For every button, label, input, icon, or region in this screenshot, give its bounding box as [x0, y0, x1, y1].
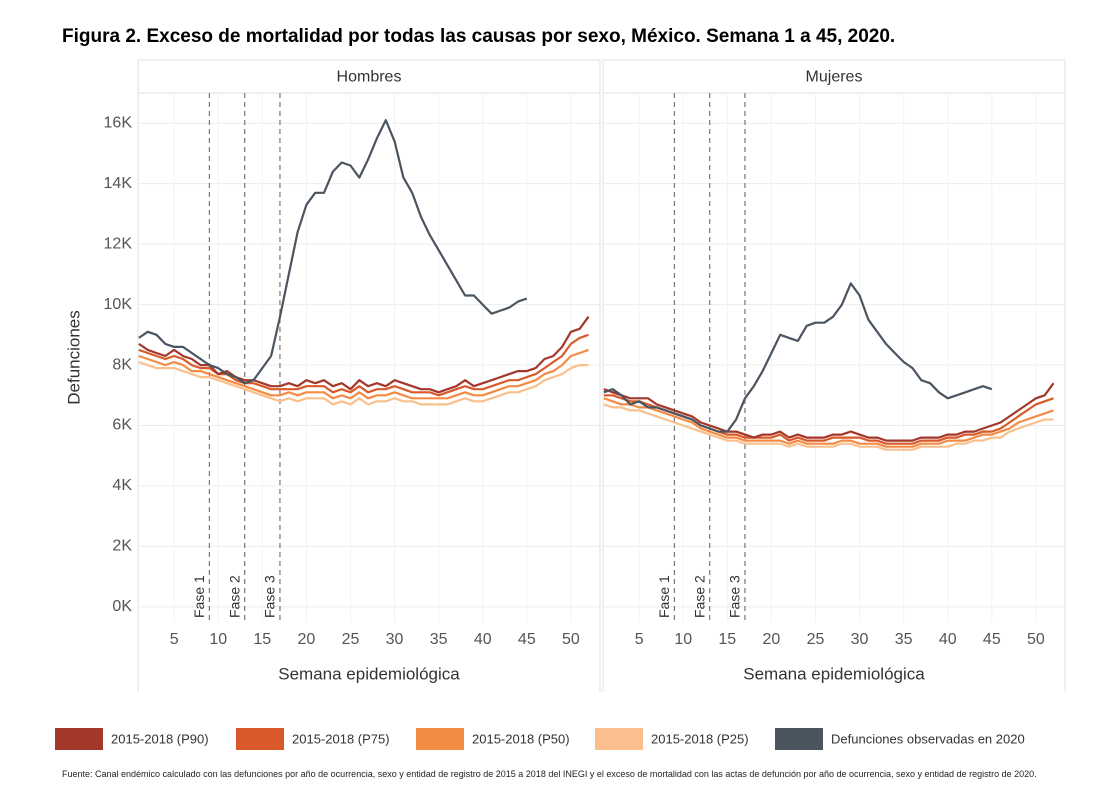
x-tick-label: 45: [518, 631, 536, 648]
x-tick-label: 25: [807, 631, 825, 648]
phase-label: Fase 1: [656, 575, 672, 618]
series-line: [603, 403, 1054, 451]
x-tick-label: 50: [1027, 631, 1045, 648]
x-tick-label: 5: [635, 631, 644, 648]
legend-swatch: [236, 728, 284, 750]
x-tick-label: 40: [939, 631, 957, 648]
legend-label: 2015-2018 (P25): [651, 731, 749, 746]
legend-swatch: [595, 728, 643, 750]
legend-label: Defunciones observadas en 2020: [831, 731, 1025, 746]
legend-label: 2015-2018 (P50): [472, 731, 570, 746]
y-tick-label: 0K: [112, 598, 132, 615]
x-tick-label: 10: [209, 631, 227, 648]
series-line: [138, 316, 590, 394]
x-tick-label: 30: [386, 631, 404, 648]
y-axis-label: Defunciones: [64, 310, 83, 405]
x-tick-label: 35: [430, 631, 448, 648]
y-tick-label: 6K: [112, 417, 132, 434]
series-line: [603, 397, 1054, 448]
figure-title: Figura 2. Exceso de mortalidad por todas…: [62, 26, 896, 47]
series-line: [138, 360, 589, 406]
x-tick-label: 20: [763, 631, 781, 648]
series-line: [138, 348, 589, 400]
x-tick-label: 45: [983, 631, 1001, 648]
source-note: Fuente: Canal endémico calculado con las…: [62, 769, 1037, 779]
series-line: [138, 119, 528, 385]
x-tick-label: 40: [474, 631, 492, 648]
y-tick-label: 4K: [112, 477, 132, 494]
x-tick-label: 30: [851, 631, 869, 648]
y-tick-label: 2K: [112, 538, 132, 555]
x-tick-label: 20: [298, 631, 316, 648]
x-tick-label: 25: [342, 631, 360, 648]
legend-label: 2015-2018 (P90): [111, 731, 209, 746]
x-tick-label: 5: [170, 631, 179, 648]
x-axis-label: Semana epidemiológica: [278, 664, 460, 683]
panel-title: Mujeres: [806, 69, 863, 86]
panel-title: Hombres: [337, 69, 402, 86]
legend-label: 2015-2018 (P75): [292, 731, 390, 746]
phase-label: Fase 3: [262, 575, 278, 618]
y-tick-label: 12K: [104, 235, 133, 252]
legend-swatch: [416, 728, 464, 750]
y-tick-label: 16K: [104, 114, 133, 131]
legend-swatch: [55, 728, 103, 750]
phase-label: Fase 1: [191, 575, 207, 618]
x-axis-label: Semana epidemiológica: [743, 664, 925, 683]
y-tick-label: 8K: [112, 356, 132, 373]
x-tick-label: 35: [895, 631, 913, 648]
x-tick-label: 15: [718, 631, 736, 648]
x-tick-label: 15: [253, 631, 271, 648]
x-tick-label: 10: [674, 631, 692, 648]
series-line: [603, 382, 1055, 442]
phase-label: Fase 2: [226, 575, 242, 618]
phase-label: Fase 3: [727, 575, 743, 618]
x-tick-label: 50: [562, 631, 580, 648]
y-tick-label: 10K: [104, 296, 133, 313]
panel-header: [602, 59, 1066, 94]
series-line: [603, 282, 993, 433]
phase-label: Fase 2: [691, 575, 707, 618]
y-tick-label: 14K: [104, 175, 133, 192]
legend-swatch: [775, 728, 823, 750]
